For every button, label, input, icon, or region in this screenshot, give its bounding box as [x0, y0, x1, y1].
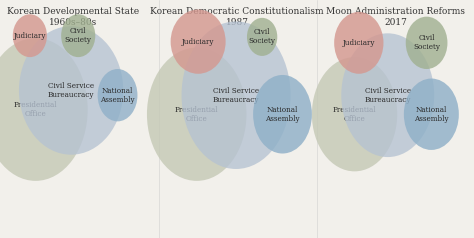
Ellipse shape — [98, 69, 137, 121]
Text: Civil
Society: Civil Society — [413, 34, 440, 51]
Ellipse shape — [341, 33, 434, 157]
Ellipse shape — [19, 26, 123, 155]
Text: Civil Service
Bureaucracy: Civil Service Bureaucracy — [213, 87, 259, 104]
Ellipse shape — [247, 18, 277, 56]
Text: Judiciary: Judiciary — [343, 39, 375, 47]
Text: Judiciary: Judiciary — [14, 32, 46, 40]
Text: Korean Developmental State
1960s–80s: Korean Developmental State 1960s–80s — [8, 7, 139, 27]
Text: Civil Service
Bureaucracy: Civil Service Bureaucracy — [48, 82, 94, 99]
Text: Korean Democratic Constitutionalism
1987: Korean Democratic Constitutionalism 1987 — [150, 7, 324, 27]
Text: Presidential
Office: Presidential Office — [14, 101, 57, 118]
Text: Presidential
Office: Presidential Office — [333, 106, 376, 123]
Ellipse shape — [182, 21, 291, 169]
Text: National
Assembly: National Assembly — [265, 106, 300, 123]
Text: Presidential
Office: Presidential Office — [175, 106, 219, 123]
Text: Moon Administration Reforms
2017: Moon Administration Reforms 2017 — [326, 7, 465, 27]
Ellipse shape — [253, 75, 312, 154]
Text: Civil
Society: Civil Society — [249, 28, 275, 45]
Ellipse shape — [147, 48, 246, 181]
Text: National
Assembly: National Assembly — [414, 106, 449, 123]
Ellipse shape — [13, 14, 47, 57]
Ellipse shape — [404, 79, 459, 150]
Ellipse shape — [334, 12, 383, 74]
Text: Civil
Society: Civil Society — [65, 27, 91, 44]
Ellipse shape — [406, 17, 447, 69]
Ellipse shape — [171, 10, 226, 74]
Ellipse shape — [0, 38, 88, 181]
Text: Judiciary: Judiciary — [182, 38, 214, 46]
Text: National
Assembly: National Assembly — [100, 87, 135, 104]
Ellipse shape — [312, 57, 397, 171]
Ellipse shape — [61, 14, 95, 57]
Text: Civil Service
Bureaucracy: Civil Service Bureaucracy — [365, 87, 411, 104]
